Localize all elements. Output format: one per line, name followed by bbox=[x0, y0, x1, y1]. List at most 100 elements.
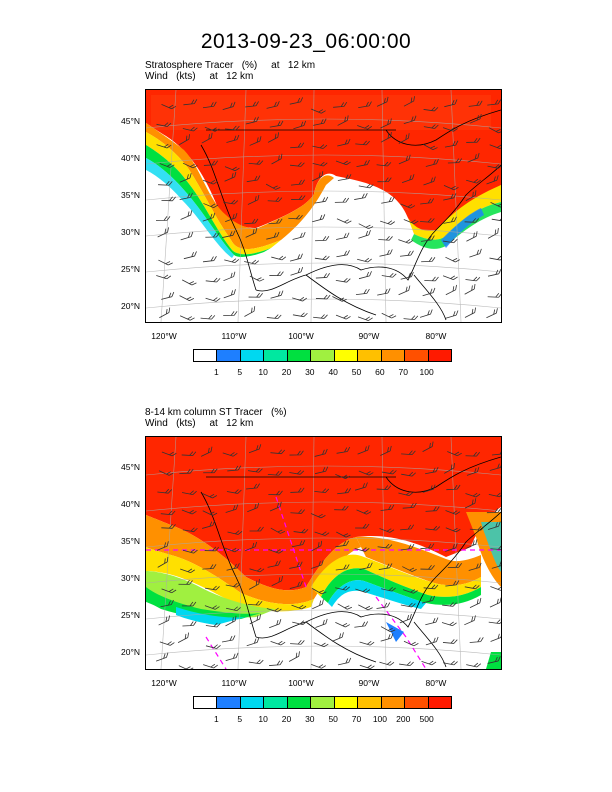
wind-barb bbox=[445, 256, 460, 263]
panel2-lon-label-100: 100°W bbox=[288, 678, 314, 688]
wind-barb bbox=[466, 466, 480, 476]
wind-barb bbox=[160, 510, 176, 516]
wind-barb bbox=[356, 509, 372, 515]
wind-barb bbox=[358, 271, 372, 280]
wind-barb bbox=[179, 134, 190, 145]
wind-barb bbox=[202, 564, 217, 570]
wind-barb bbox=[203, 663, 218, 669]
wind-barb bbox=[293, 120, 307, 130]
wind-barb bbox=[246, 637, 260, 647]
wind-barb bbox=[315, 294, 331, 300]
panel1-lon-label-80: 80°W bbox=[425, 331, 447, 341]
wind-barb bbox=[291, 195, 306, 200]
wind-barb bbox=[425, 467, 439, 475]
wind-barb bbox=[290, 267, 304, 276]
wind-barb bbox=[156, 122, 172, 127]
wind-barb bbox=[487, 656, 501, 664]
wind-barb bbox=[271, 255, 287, 261]
wind-barb bbox=[356, 159, 370, 168]
wind-barb bbox=[444, 463, 455, 474]
wind-barb bbox=[379, 661, 395, 666]
wind-barb bbox=[376, 602, 391, 609]
wind-barb bbox=[292, 231, 306, 240]
wind-barb bbox=[334, 505, 349, 511]
wind-barb bbox=[205, 232, 220, 238]
colorbar-tick-label: 60 bbox=[375, 367, 385, 377]
wind-barb bbox=[357, 445, 370, 455]
wind-barb bbox=[293, 528, 309, 534]
panel1-lat-label-20: 20°N bbox=[121, 301, 140, 311]
wind-barb bbox=[225, 582, 241, 588]
wind-barb bbox=[400, 203, 416, 209]
wind-barb bbox=[358, 604, 373, 611]
panel2-lat-label-40: 40°N bbox=[121, 499, 140, 509]
wind-barb bbox=[421, 595, 436, 604]
colorbar-swatch bbox=[358, 697, 382, 708]
wind-barb bbox=[444, 140, 459, 148]
wind-barb bbox=[399, 613, 412, 624]
colorbar-tick-label: 30 bbox=[305, 714, 315, 724]
wind-barb bbox=[290, 179, 305, 186]
wind-barb bbox=[292, 620, 308, 626]
wind-barb bbox=[337, 488, 352, 495]
wind-barb bbox=[266, 607, 282, 613]
colorbar-tick-label: 70 bbox=[351, 714, 362, 724]
wind-barb bbox=[315, 273, 330, 279]
wind-barb bbox=[158, 180, 173, 186]
wind-barb bbox=[378, 563, 393, 570]
wind-barb bbox=[178, 580, 193, 585]
wind-barb bbox=[245, 101, 259, 108]
wind-barb bbox=[442, 275, 458, 280]
wind-barb bbox=[403, 315, 419, 320]
wind-barb bbox=[425, 525, 441, 531]
wind-barb bbox=[204, 126, 220, 132]
wind-barb bbox=[249, 567, 265, 573]
wind-barb bbox=[489, 462, 501, 471]
wind-barb bbox=[377, 288, 391, 296]
wind-barb bbox=[335, 540, 350, 548]
wind-barb bbox=[399, 661, 414, 667]
wind-barb bbox=[227, 465, 242, 472]
wind-barb bbox=[401, 174, 415, 184]
panel2-subtitle-field: 8-14 km column ST Tracer (%) bbox=[145, 407, 287, 418]
wind-barb bbox=[202, 520, 215, 529]
wind-barb bbox=[398, 239, 414, 244]
wind-barb bbox=[469, 248, 482, 258]
wind-barb bbox=[246, 175, 261, 183]
wind-barb bbox=[205, 277, 221, 283]
wind-barb bbox=[469, 525, 485, 531]
wind-barb bbox=[336, 531, 351, 538]
wind-barb bbox=[488, 127, 501, 134]
wind-barb bbox=[313, 118, 327, 126]
wind-barb bbox=[424, 276, 439, 282]
panel1-lat-label-25: 25°N bbox=[121, 264, 140, 274]
wind-barb bbox=[270, 527, 286, 534]
wind-barb bbox=[379, 528, 395, 533]
wind-barb bbox=[357, 316, 373, 321]
wind-barb bbox=[183, 251, 197, 260]
wind-barb bbox=[267, 470, 283, 476]
wind-barb bbox=[337, 115, 349, 126]
panel2-lat-label-30: 30°N bbox=[121, 573, 140, 583]
wind-barb bbox=[158, 259, 173, 266]
wind-barb bbox=[289, 253, 303, 262]
wind-barb bbox=[466, 137, 481, 143]
wind-barb bbox=[312, 144, 328, 149]
wind-barb bbox=[310, 513, 326, 519]
colorbar-tick-label: 500 bbox=[419, 714, 434, 724]
panel2-subtitle-wind: Wind (kts) at 12 km bbox=[145, 418, 254, 429]
wind-barb bbox=[490, 202, 501, 208]
wind-barb bbox=[358, 183, 374, 189]
wind-barb bbox=[381, 312, 397, 319]
wind-barb bbox=[358, 101, 372, 109]
wind-barb bbox=[268, 490, 283, 496]
wind-barb bbox=[376, 96, 389, 107]
wind-barb bbox=[335, 314, 351, 320]
wind-barb bbox=[181, 509, 197, 515]
wind-barb bbox=[289, 97, 304, 105]
wind-barb bbox=[466, 662, 482, 668]
wind-barb bbox=[487, 292, 501, 298]
wind-barb bbox=[221, 635, 236, 643]
wind-barb bbox=[161, 451, 177, 457]
wind-barb bbox=[487, 521, 501, 530]
